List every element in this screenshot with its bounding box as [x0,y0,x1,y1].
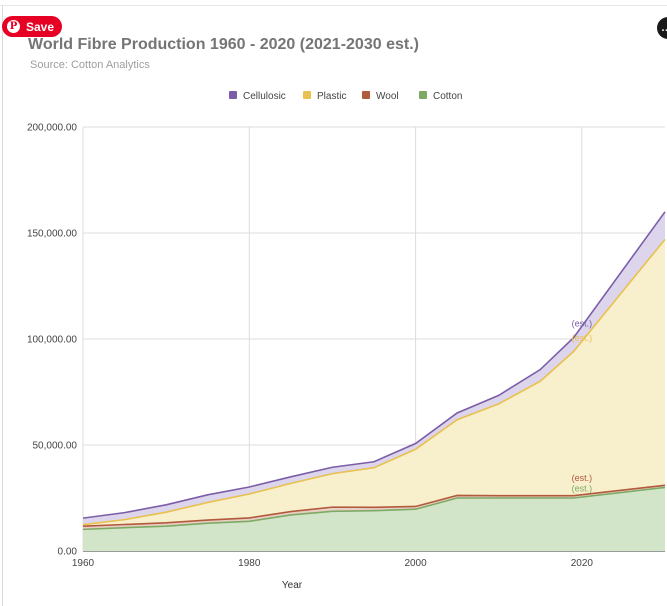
legend-swatch-plastic [303,91,311,99]
legend-label-cellulosic: Cellulosic [243,91,286,102]
y-tick-label: 0.00 [58,547,78,558]
area-cotton [83,487,665,551]
line-cotton [82,486,666,531]
line-cellulosic [82,211,666,519]
legend-label-plastic: Plastic [317,91,346,102]
legend-swatch-wool [362,91,370,99]
x-tick-label: 2000 [404,558,427,569]
x-axis-title: Year [282,580,303,591]
x-tick-label: 1960 [72,558,95,569]
chart-title: World Fibre Production 1960 - 2020 (2021… [28,36,419,53]
area-plastic [83,239,665,527]
chart-subtitle: Source: Cotton Analytics [30,59,150,71]
left-border [2,6,3,606]
top-border [0,0,667,6]
annotation-est: (est.) [572,484,593,494]
annotation-est: (est.) [572,473,593,483]
y-tick-label: 150,000.00 [27,229,77,240]
legend-label-wool: Wool [376,91,399,102]
annotation-est: (est.) [572,333,593,343]
save-button-label: Save [26,19,55,34]
y-tick-label: 100,000.00 [27,335,77,346]
x-tick-label: 2020 [571,558,594,569]
more-options-icon[interactable]: … [657,17,667,39]
x-tick-label: 1980 [238,558,261,569]
legend-swatch-cellulosic [229,91,237,99]
y-tick-label: 50,000.00 [33,441,78,452]
legend-swatch-cotton [419,91,427,99]
y-tick-label: 200,000.00 [27,123,77,134]
save-button[interactable]: P Save [2,16,62,37]
annotation-est: (est.) [572,318,593,328]
legend-label-cotton: Cotton [433,91,462,102]
line-plastic [82,238,666,526]
pinterest-p-icon: P [7,20,20,33]
line-wool [82,484,666,527]
